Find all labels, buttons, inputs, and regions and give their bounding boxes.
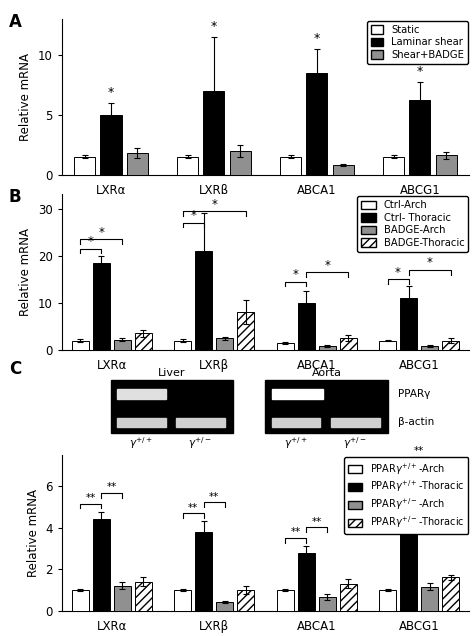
Bar bbox=[379, 590, 396, 611]
Text: *: * bbox=[314, 32, 320, 45]
Text: **: ** bbox=[414, 446, 424, 456]
Bar bbox=[114, 340, 131, 350]
Bar bbox=[127, 153, 148, 174]
Bar bbox=[379, 340, 396, 350]
Bar bbox=[176, 418, 225, 427]
Bar bbox=[72, 340, 89, 350]
Y-axis label: Relative mRNA: Relative mRNA bbox=[19, 53, 32, 141]
Bar bbox=[280, 156, 301, 174]
Text: $\gamma^{+/+}$: $\gamma^{+/+}$ bbox=[284, 435, 308, 451]
Bar bbox=[174, 340, 191, 350]
Text: **: ** bbox=[188, 502, 198, 513]
Bar bbox=[298, 303, 315, 350]
Text: **: ** bbox=[311, 516, 322, 527]
Bar bbox=[195, 251, 212, 350]
Text: Liver: Liver bbox=[158, 368, 185, 378]
Text: $\gamma^{+/-}$: $\gamma^{+/-}$ bbox=[343, 435, 367, 451]
Bar bbox=[319, 346, 336, 350]
Bar bbox=[306, 73, 328, 174]
Bar bbox=[230, 151, 251, 174]
Legend: PPAR$\gamma^{+/+}$-Arch, PPAR$\gamma^{+/+}$-Thoracic, PPAR$\gamma^{+/-}$-Arch, P: PPAR$\gamma^{+/+}$-Arch, PPAR$\gamma^{+/… bbox=[344, 457, 468, 534]
Bar bbox=[117, 418, 165, 427]
Bar bbox=[203, 91, 225, 174]
Text: *: * bbox=[190, 209, 196, 223]
Bar bbox=[400, 490, 417, 611]
Bar bbox=[135, 333, 152, 350]
Bar bbox=[340, 584, 356, 611]
Text: *: * bbox=[88, 235, 94, 248]
Text: PPARγ: PPARγ bbox=[398, 389, 430, 399]
Bar bbox=[319, 597, 336, 611]
Bar bbox=[272, 389, 322, 399]
Text: Aorta: Aorta bbox=[311, 368, 342, 378]
Bar bbox=[400, 298, 417, 350]
Text: $\gamma^{+/+}$: $\gamma^{+/+}$ bbox=[129, 435, 153, 451]
Bar bbox=[117, 389, 165, 399]
Text: **: ** bbox=[86, 494, 96, 503]
Text: *: * bbox=[211, 198, 217, 211]
Bar bbox=[72, 590, 89, 611]
Bar bbox=[331, 418, 380, 427]
Legend: Ctrl-Arch, Ctrl- Thoracic, BADGE-Arch, BADGE-Thoracic: Ctrl-Arch, Ctrl- Thoracic, BADGE-Arch, B… bbox=[356, 197, 468, 252]
Y-axis label: Relative mRNA: Relative mRNA bbox=[19, 228, 32, 316]
Text: *: * bbox=[99, 226, 104, 238]
Text: C: C bbox=[9, 360, 21, 378]
Bar bbox=[74, 156, 95, 174]
Text: **: ** bbox=[393, 457, 403, 467]
Bar bbox=[265, 380, 388, 432]
Bar bbox=[272, 418, 320, 427]
Bar bbox=[442, 577, 459, 611]
Text: *: * bbox=[417, 66, 423, 78]
Bar bbox=[436, 155, 456, 174]
Text: *: * bbox=[293, 268, 299, 281]
Bar bbox=[421, 587, 438, 611]
Bar bbox=[93, 263, 110, 350]
Text: A: A bbox=[9, 13, 21, 31]
Bar bbox=[421, 346, 438, 350]
Bar bbox=[100, 114, 121, 174]
Bar bbox=[277, 343, 293, 350]
Legend: Static, Laminar shear, Shear+BADGE: Static, Laminar shear, Shear+BADGE bbox=[367, 21, 468, 64]
Bar bbox=[195, 532, 212, 611]
Bar bbox=[340, 338, 356, 350]
Bar bbox=[135, 581, 152, 611]
Bar bbox=[333, 165, 354, 174]
Bar bbox=[237, 312, 254, 350]
Text: *: * bbox=[395, 266, 401, 279]
Bar bbox=[174, 590, 191, 611]
Bar bbox=[216, 602, 233, 611]
Text: *: * bbox=[211, 20, 217, 33]
Bar bbox=[237, 590, 254, 611]
Text: **: ** bbox=[209, 492, 219, 502]
Bar bbox=[383, 156, 404, 174]
Text: *: * bbox=[427, 256, 432, 270]
Text: $\gamma^{+/-}$: $\gamma^{+/-}$ bbox=[188, 435, 212, 451]
Bar bbox=[442, 340, 459, 350]
Bar bbox=[110, 380, 233, 432]
Text: β-actin: β-actin bbox=[398, 417, 434, 427]
Bar bbox=[298, 553, 315, 611]
Text: *: * bbox=[108, 86, 114, 99]
Bar bbox=[410, 100, 430, 174]
Bar bbox=[216, 338, 233, 350]
Bar bbox=[277, 590, 293, 611]
Text: *: * bbox=[324, 259, 330, 272]
Bar bbox=[93, 520, 110, 611]
Text: **: ** bbox=[107, 483, 117, 492]
Text: B: B bbox=[9, 188, 21, 206]
Y-axis label: Relative mRNA: Relative mRNA bbox=[27, 489, 39, 577]
Text: **: ** bbox=[291, 527, 301, 537]
Bar bbox=[177, 156, 198, 174]
Bar bbox=[114, 586, 131, 611]
